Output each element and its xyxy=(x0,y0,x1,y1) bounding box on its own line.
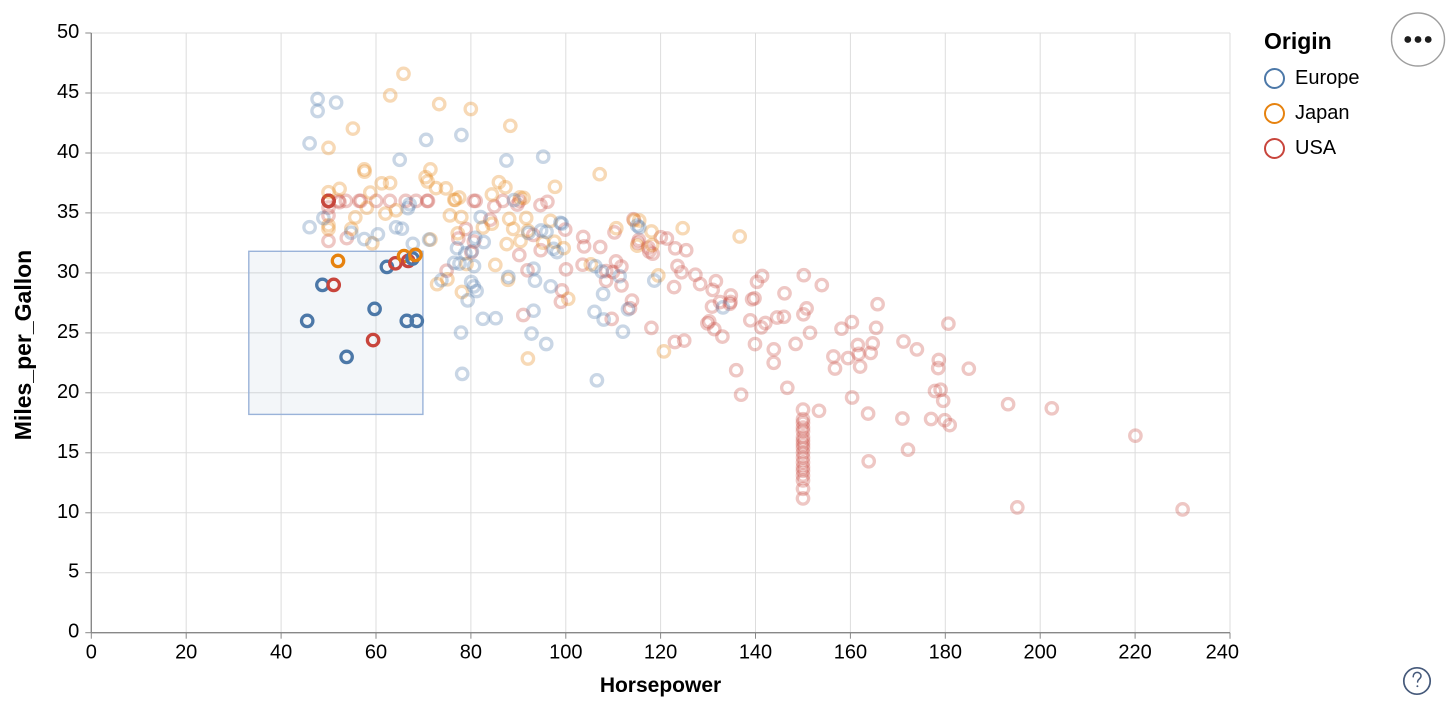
svg-text:160: 160 xyxy=(834,642,867,664)
svg-text:40: 40 xyxy=(57,141,79,163)
svg-text:200: 200 xyxy=(1024,642,1057,664)
svg-text:0: 0 xyxy=(86,642,97,664)
svg-text:240: 240 xyxy=(1206,642,1239,664)
svg-text:10: 10 xyxy=(57,501,79,523)
svg-text:220: 220 xyxy=(1118,642,1151,664)
svg-text:180: 180 xyxy=(929,642,962,664)
svg-text:140: 140 xyxy=(739,642,772,664)
svg-text:40: 40 xyxy=(270,642,292,664)
svg-text:35: 35 xyxy=(57,201,79,223)
svg-text:5: 5 xyxy=(68,561,79,583)
svg-text:100: 100 xyxy=(549,642,582,664)
svg-text:120: 120 xyxy=(644,642,677,664)
svg-text:15: 15 xyxy=(57,441,79,463)
svg-text:20: 20 xyxy=(57,381,79,403)
svg-text:30: 30 xyxy=(57,261,79,283)
svg-text:60: 60 xyxy=(365,642,387,664)
svg-text:25: 25 xyxy=(57,321,79,343)
svg-text:0: 0 xyxy=(68,621,79,643)
svg-text:20: 20 xyxy=(175,642,197,664)
svg-text:80: 80 xyxy=(460,642,482,664)
svg-text:50: 50 xyxy=(57,21,79,43)
svg-text:45: 45 xyxy=(57,81,79,103)
